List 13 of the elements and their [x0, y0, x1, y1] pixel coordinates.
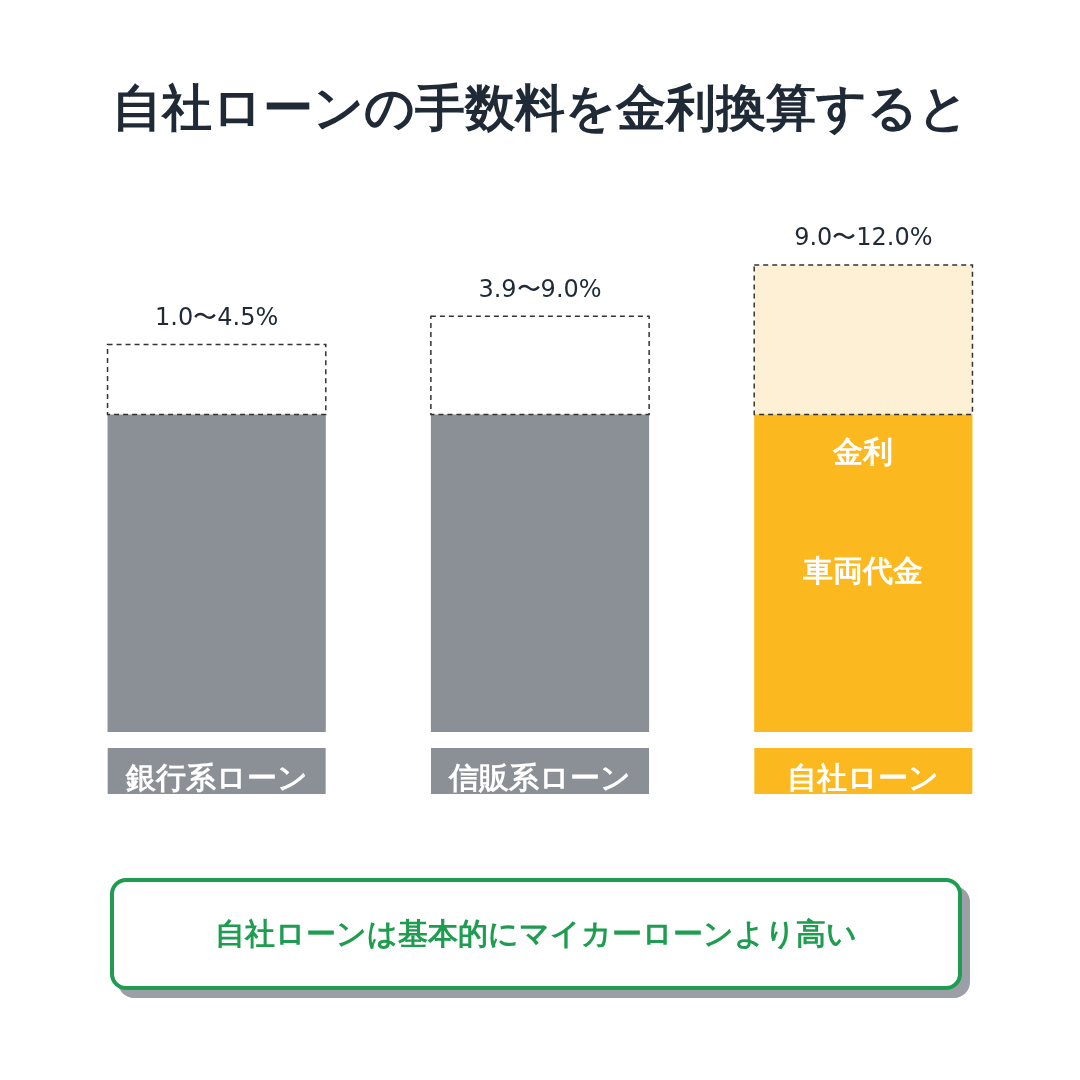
- annotation: 9.0〜12.0%: [794, 223, 933, 252]
- bar: [754, 414, 973, 732]
- x-tick-label: 信販系ローン: [448, 759, 631, 795]
- annotation: 3.9〜9.0%: [478, 274, 602, 303]
- x-tick-label: 自社ローン: [787, 759, 940, 795]
- chart-title: 自社ローンの手数料を金利換算すると: [110, 78, 970, 139]
- annotation: 1.0〜4.5%: [155, 302, 279, 331]
- annotation: 金利: [832, 434, 894, 470]
- bar: [430, 414, 650, 732]
- annotation: 車両代金: [802, 553, 924, 589]
- bar: [107, 414, 326, 732]
- text: 自社ローンは基本的にマイカーローンより高い: [110, 878, 962, 990]
- x-tick-label: 銀行系ローン: [124, 759, 308, 795]
